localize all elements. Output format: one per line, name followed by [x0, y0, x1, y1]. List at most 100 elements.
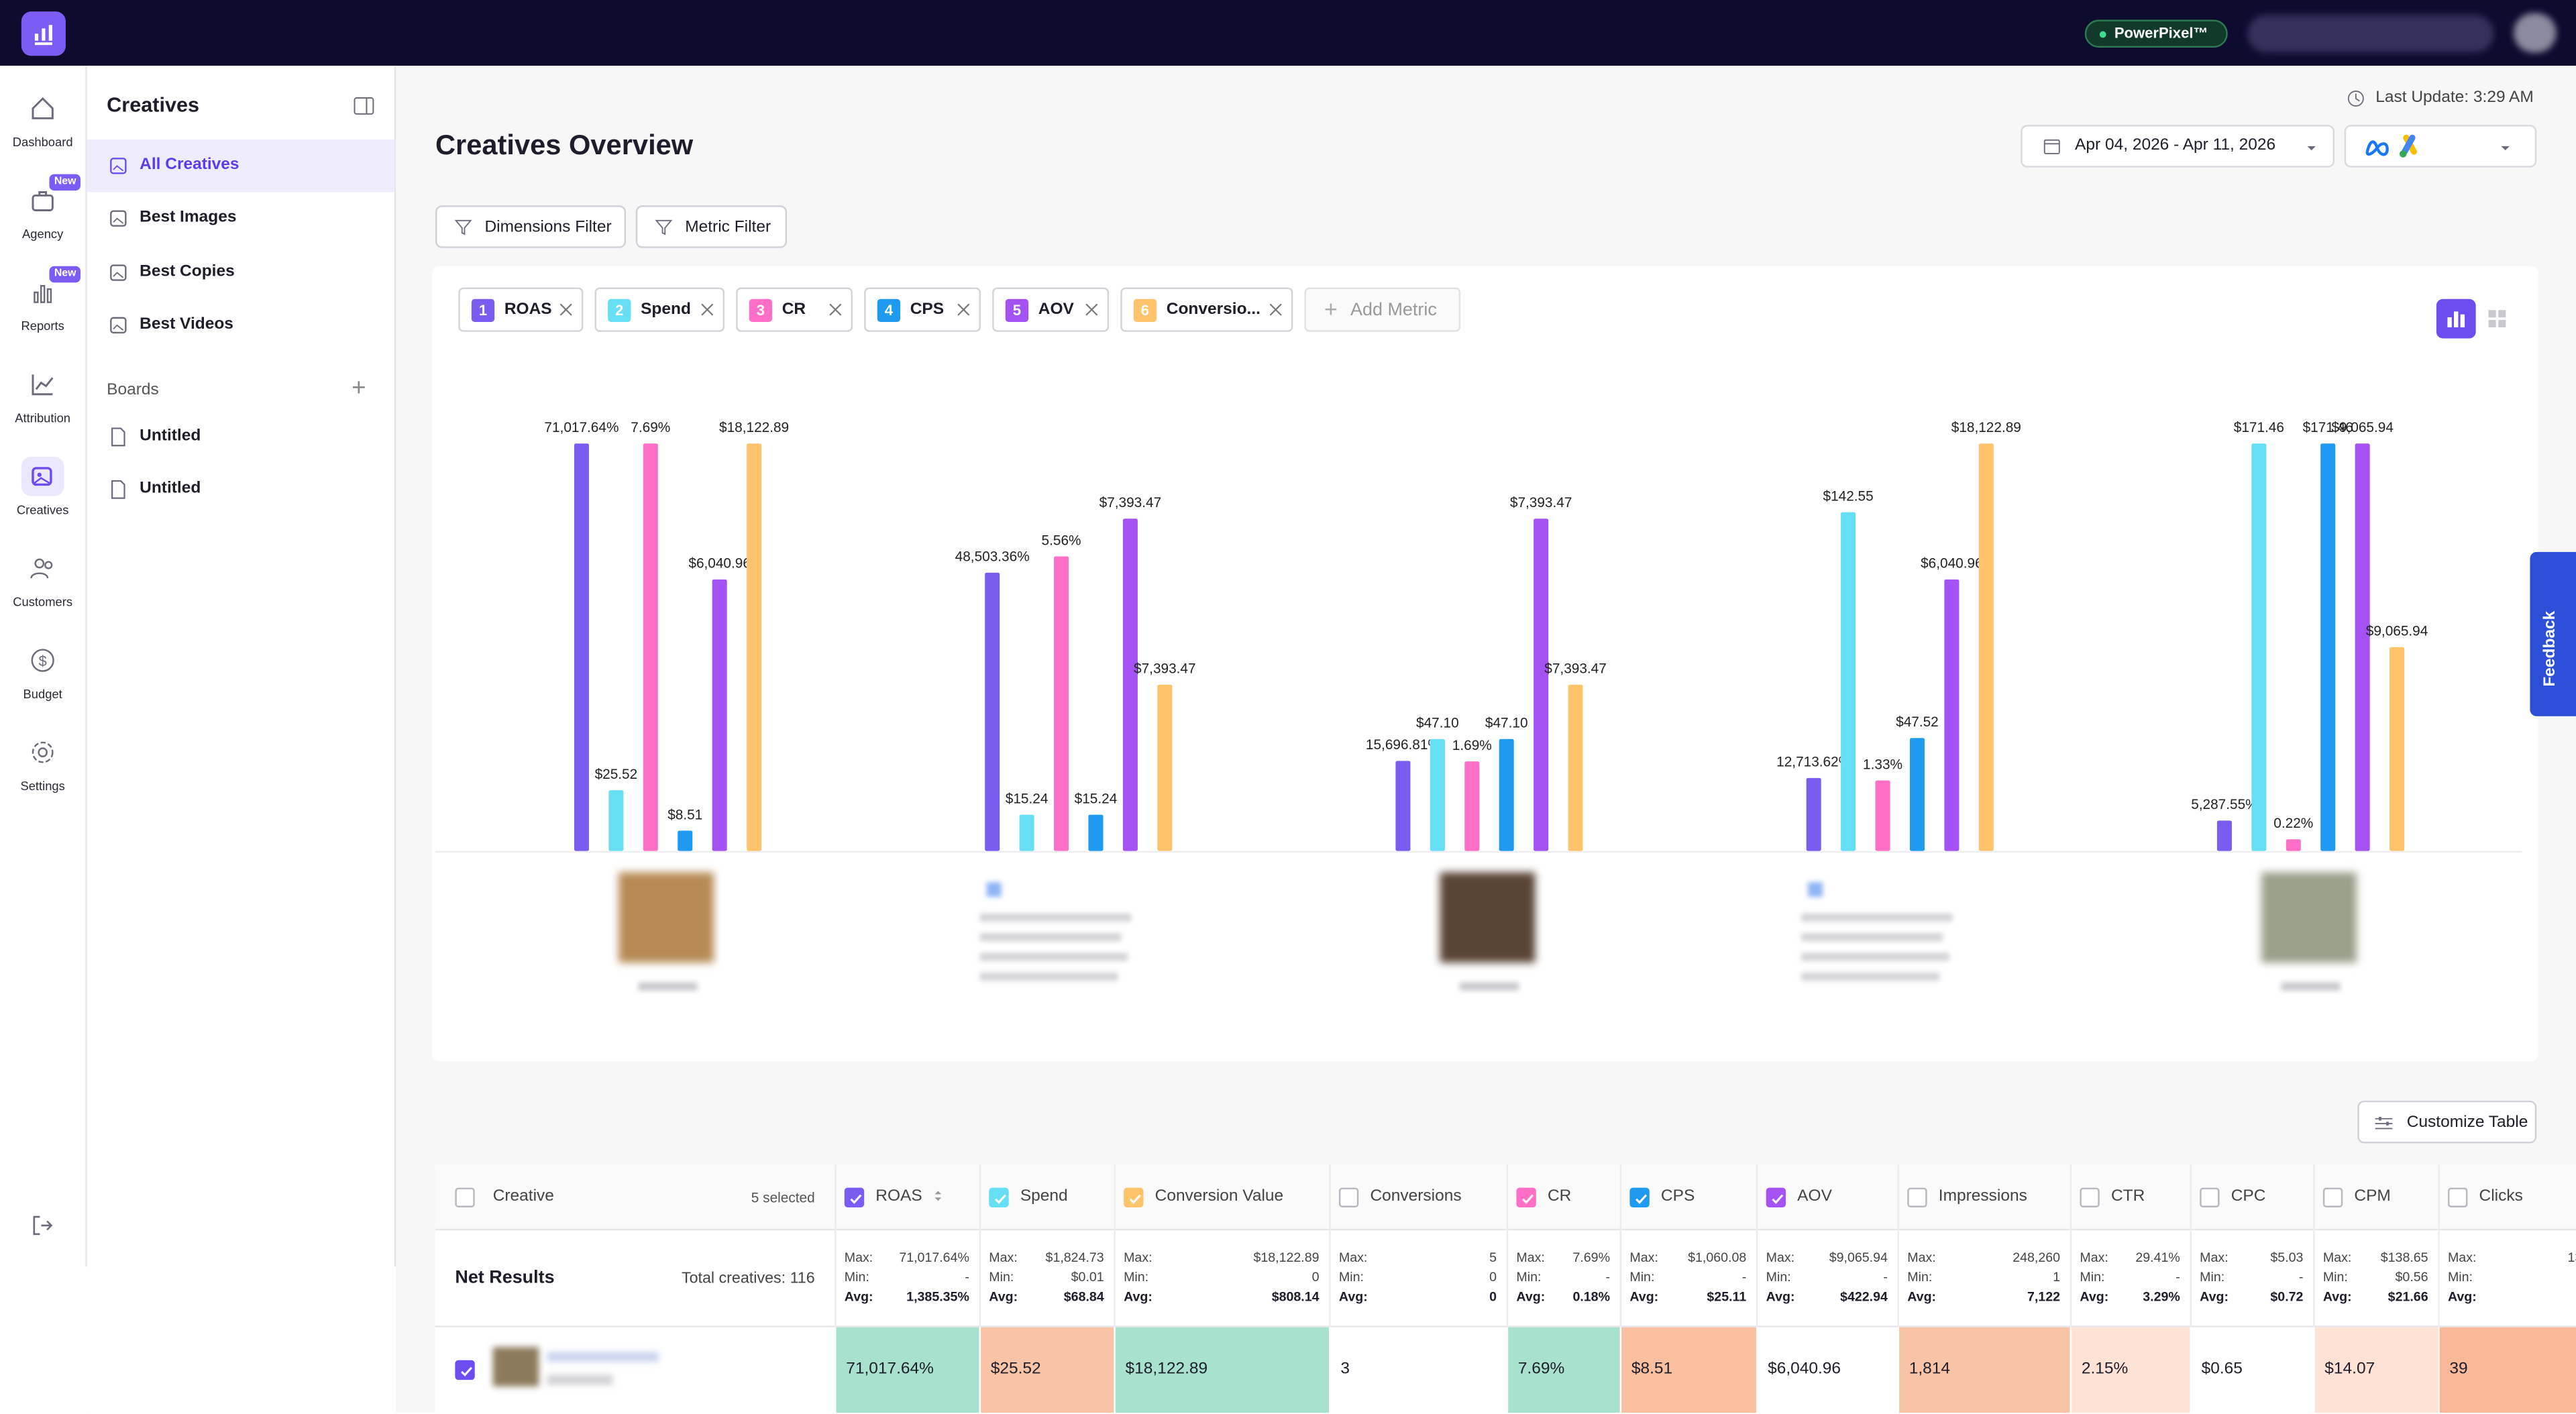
- creative-caption: [638, 982, 698, 991]
- customize-table-button[interactable]: Customize Table: [2357, 1100, 2537, 1144]
- column-header[interactable]: CPC: [2231, 1187, 2266, 1206]
- column-divider: [1897, 1164, 1900, 1327]
- column-divider: [2190, 1164, 2192, 1327]
- table-cell: $18,122.89: [1114, 1327, 1330, 1413]
- nav-item[interactable]: Settings: [0, 736, 85, 808]
- legend-chip[interactable]: 3 CR: [736, 287, 853, 332]
- filter-button[interactable]: Dimensions Filter: [435, 205, 627, 248]
- column-header[interactable]: Impressions: [1938, 1187, 2027, 1206]
- bar: [1122, 519, 1138, 851]
- checkbox[interactable]: [1907, 1187, 1927, 1208]
- checkbox[interactable]: [2447, 1187, 2468, 1208]
- bar-value-label: $6,040.96: [1921, 556, 1983, 572]
- checkbox[interactable]: [989, 1187, 1009, 1208]
- stat-value: -: [2298, 1270, 2304, 1285]
- bar-value-label: $171.46: [2303, 420, 2353, 435]
- sidebar-item[interactable]: Best Images: [140, 209, 237, 227]
- bar-value-label: 1.69%: [1452, 738, 1492, 753]
- board-item[interactable]: Untitled: [140, 427, 201, 445]
- sidebar-item[interactable]: Best Copies: [140, 262, 235, 281]
- board-item[interactable]: Untitled: [140, 480, 201, 498]
- checkbox[interactable]: [1124, 1187, 1144, 1208]
- column-header[interactable]: Conversions: [1370, 1187, 1462, 1206]
- checkbox[interactable]: [2200, 1187, 2220, 1208]
- table-cell: $8.51: [1619, 1327, 1756, 1413]
- stat-value: 1: [2053, 1270, 2061, 1285]
- legend-chip[interactable]: 6 Conversio...: [1120, 287, 1293, 332]
- avatar[interactable]: [2513, 13, 2557, 53]
- bar-value-label: $7,393.47: [1099, 495, 1162, 510]
- column-header[interactable]: Spend: [1020, 1187, 1068, 1206]
- column-header[interactable]: CR: [1547, 1187, 1572, 1206]
- nav-item[interactable]: Attribution: [0, 368, 85, 441]
- board-icon: [111, 427, 125, 447]
- nav-label: Settings: [20, 778, 65, 794]
- checkbox[interactable]: [1766, 1187, 1786, 1208]
- remove-icon: [829, 303, 842, 316]
- filter-button[interactable]: Metric Filter: [635, 205, 788, 248]
- checkbox[interactable]: [455, 1187, 475, 1208]
- logo[interactable]: [21, 11, 66, 56]
- checkbox[interactable]: [1629, 1187, 1650, 1208]
- view-toggle-grid[interactable]: [2477, 299, 2517, 339]
- nav-item[interactable]: Agency New: [0, 174, 85, 256]
- column-divider: [1329, 1164, 1331, 1327]
- nav-item[interactable]: Dashboard: [0, 92, 85, 164]
- column-divider: [835, 1164, 837, 1327]
- legend-chip[interactable]: 1 ROAS: [458, 287, 584, 332]
- sliders-icon: [2375, 1117, 2393, 1130]
- stat-label: Max:: [1338, 1250, 1368, 1265]
- sidebar-item[interactable]: All Creatives: [140, 156, 239, 174]
- checkbox[interactable]: [455, 1360, 475, 1380]
- column-header[interactable]: CTR: [2110, 1187, 2145, 1206]
- date-picker[interactable]: Apr 04, 2026 - Apr 11, 2026: [2021, 125, 2335, 168]
- platform-select[interactable]: [2344, 125, 2537, 168]
- column-header[interactable]: Conversion Value: [1155, 1187, 1284, 1206]
- column-header[interactable]: CPS: [1660, 1187, 1695, 1206]
- nav-icon: [32, 191, 54, 211]
- table-cell: 39: [2438, 1327, 2576, 1413]
- legend-chip[interactable]: 4 CPS: [864, 287, 981, 332]
- view-toggle-bar[interactable]: [2436, 298, 2476, 339]
- brand-badge[interactable]: PowerPixel™: [2084, 19, 2228, 48]
- nav-label: Budget: [23, 686, 62, 702]
- checkbox[interactable]: [2322, 1187, 2343, 1208]
- stat-label: Avg:: [2447, 1289, 2477, 1305]
- sidebar-title: Creatives: [107, 93, 200, 117]
- nav-item[interactable]: $ Budget: [0, 644, 85, 716]
- legend-chip[interactable]: 2 Spend: [594, 287, 725, 332]
- bar: [1054, 556, 1069, 851]
- checkbox[interactable]: [1516, 1187, 1536, 1208]
- stat-label: Min:: [1629, 1270, 1655, 1285]
- stat-label: Max:: [2322, 1250, 2352, 1265]
- remove-icon: [559, 303, 572, 316]
- table-cell: $6,040.96: [1756, 1327, 1898, 1413]
- nav-item[interactable]: Creatives: [0, 456, 85, 533]
- stat-label: Min:: [844, 1270, 869, 1285]
- column-header[interactable]: ROAS: [875, 1187, 922, 1206]
- bar: [1157, 684, 1173, 851]
- add-metric[interactable]: + Add Metric: [1304, 287, 1461, 332]
- checkbox[interactable]: [1338, 1187, 1359, 1208]
- checkbox[interactable]: [844, 1187, 865, 1208]
- sidebar-item[interactable]: Best Videos: [140, 315, 233, 334]
- checkbox[interactable]: [2080, 1187, 2100, 1208]
- bar: [1568, 684, 1583, 851]
- bar: [2320, 443, 2336, 851]
- legend-chip[interactable]: 5 AOV: [992, 287, 1110, 332]
- legend-name: Conversio...: [1166, 301, 1260, 319]
- feedback-tab[interactable]: Feedback: [2530, 551, 2576, 716]
- nav-item[interactable]: Customers: [0, 552, 85, 624]
- creative-copy-line: [979, 933, 1122, 942]
- stat-value: 1,385.35%: [906, 1289, 969, 1305]
- nav-item[interactable]: Reports New: [0, 266, 85, 348]
- column-header[interactable]: AOV: [1797, 1187, 1832, 1206]
- search-box[interactable]: [2247, 15, 2494, 53]
- column-header[interactable]: Clicks: [2479, 1187, 2523, 1206]
- column-header[interactable]: CPM: [2354, 1187, 2391, 1206]
- add-board[interactable]: +: [352, 374, 366, 403]
- legend-name: CR: [782, 301, 806, 319]
- brand-name: PowerPixel™: [2114, 24, 2208, 42]
- bar-value-label: $18,122.89: [719, 420, 789, 435]
